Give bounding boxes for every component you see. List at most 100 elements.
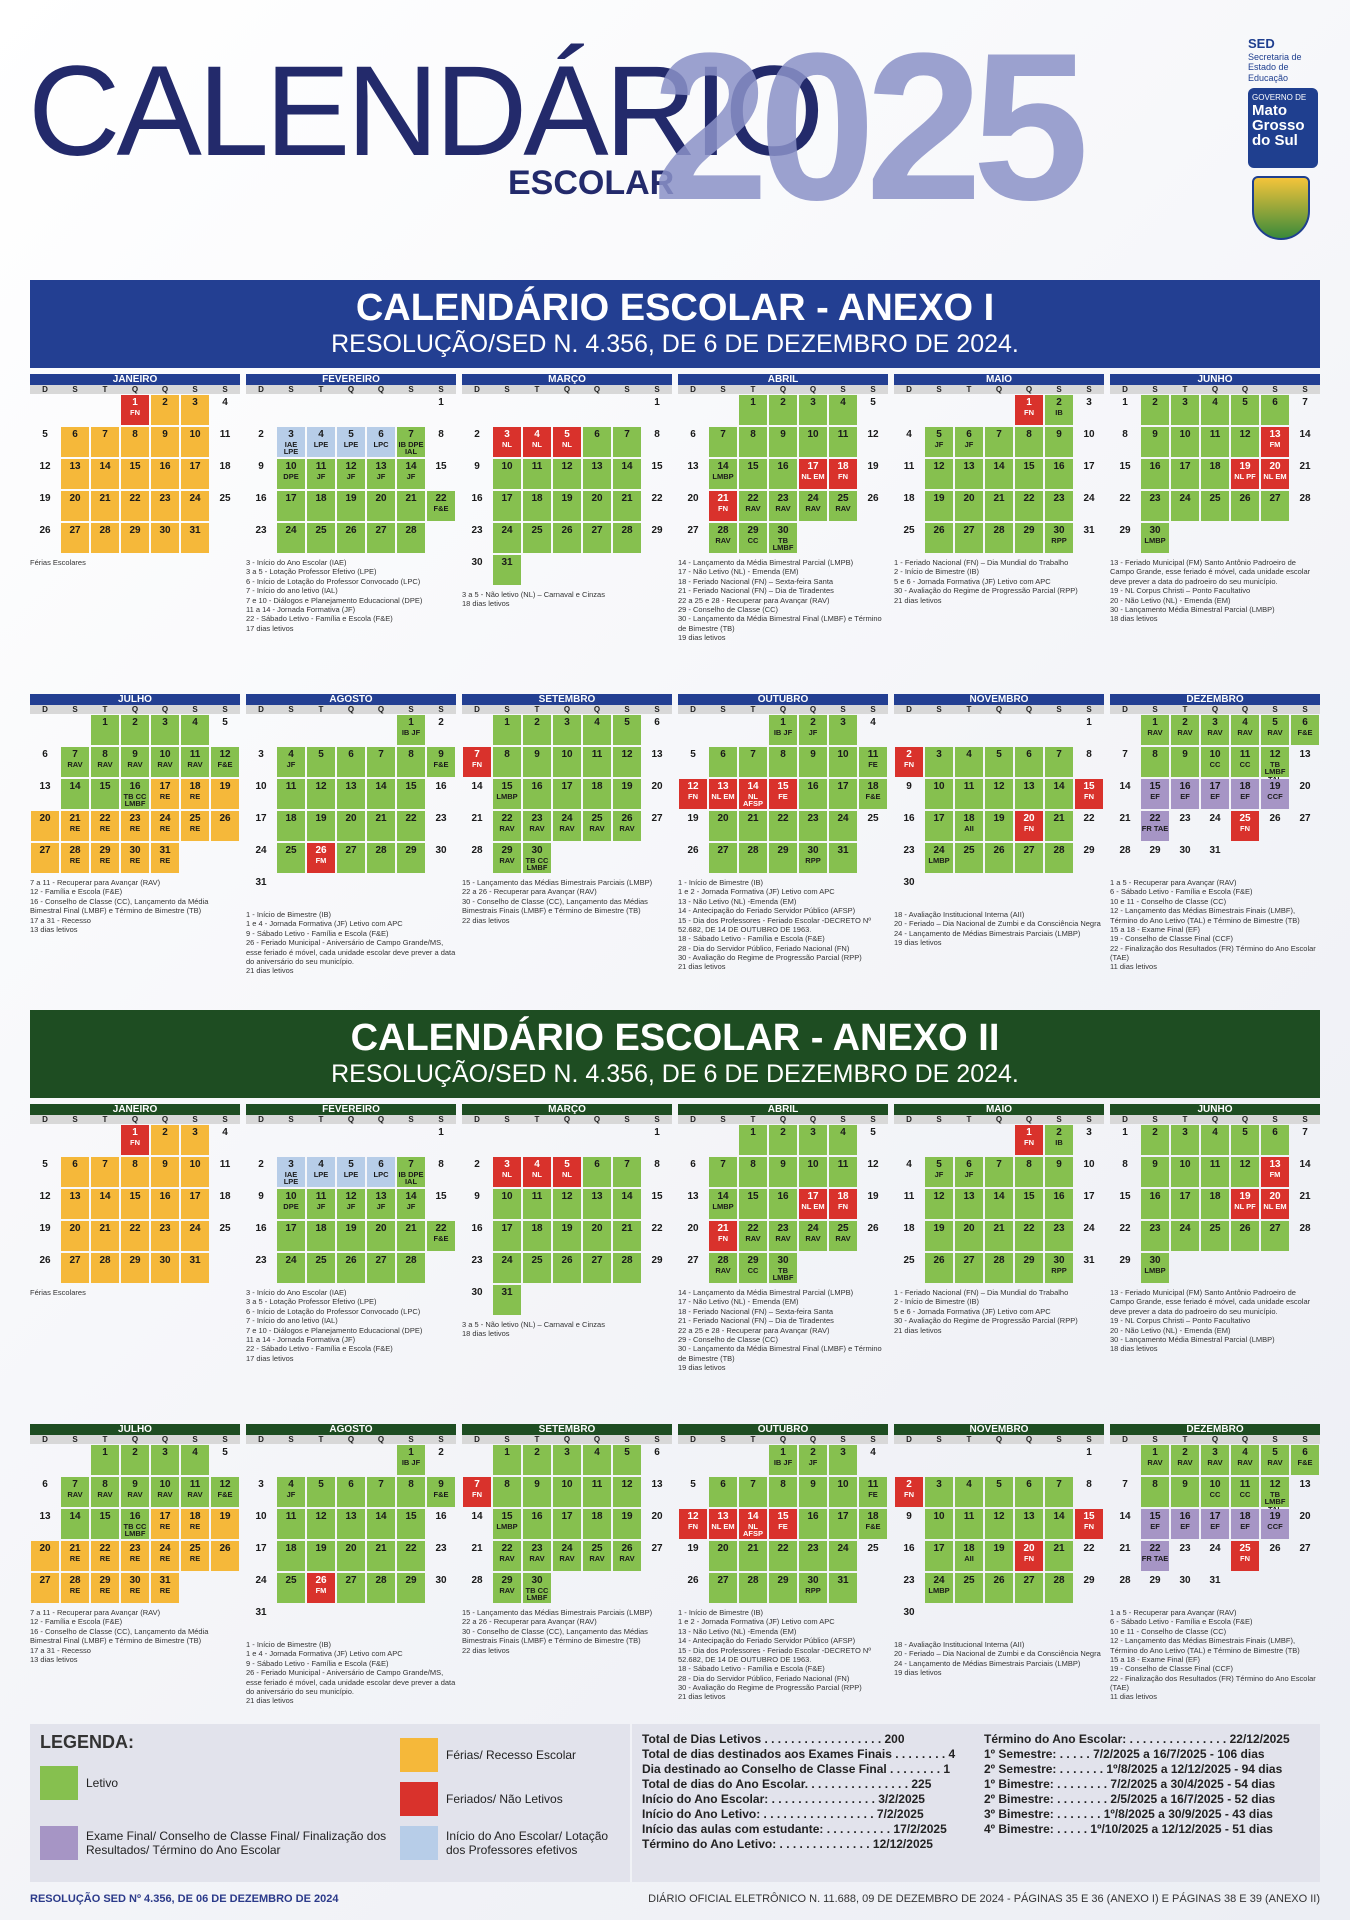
day-cell: 28: [471, 845, 483, 856]
day-code: RPP: [805, 855, 821, 865]
total-line: 2º Semestre: . . . . . . . 1º/8/2025 a 1…: [984, 1762, 1283, 1776]
annex2-month-title: NOVEMBRO: [894, 1424, 1104, 1435]
weekday-label: S: [624, 705, 630, 714]
day-cell: 5: [870, 397, 876, 408]
day-cell: 7: [985, 427, 1013, 457]
day-code: IB: [1055, 407, 1063, 417]
month-notes: 13 - Feriado Municipal (FM) Santo Antôni…: [1110, 558, 1311, 624]
day-cell: 16: [903, 813, 915, 824]
day-cell: 3: [181, 1125, 209, 1155]
day-cell: 15: [435, 461, 447, 472]
annex2-month-junho: JUNHO D S T Q Q S S 1 2 3 4 5 6 7 8 9 10 11 12 13 FM 14 15 16 17 1…: [1110, 1104, 1320, 1354]
day-cell: 20: [367, 1221, 395, 1251]
annex2-month-maio: MAIO D S T Q Q S S 1 FN 2 IB 3 4 5 JF 6 JF 7 8 9 10 11 12 13 14 15…: [894, 1104, 1104, 1335]
day-code: CC: [1239, 759, 1251, 769]
day-cell: 19: [307, 811, 335, 841]
day-cell: 14: [1119, 1511, 1131, 1522]
total-line: Início do Ano Letivo: . . . . . . . . . …: [642, 1807, 924, 1821]
day-cell: 12: [985, 1509, 1013, 1539]
weekday-label: D: [1122, 385, 1128, 394]
total-line: Início das aulas com estudante: . . . . …: [642, 1822, 947, 1836]
day-cell: 10: [181, 427, 209, 457]
day-cell: 9: [258, 461, 264, 472]
day-cell: 20 NL EM: [1261, 459, 1289, 489]
day-cell: 22 RAV: [493, 811, 521, 841]
weekday-label: T: [102, 1435, 108, 1444]
day-cell: 8: [121, 1157, 149, 1187]
title-calendario: CALENDÁRIO: [28, 40, 824, 183]
day-cell: 3: [799, 1125, 827, 1155]
day-cell: 19: [985, 811, 1013, 841]
day-cell: 5: [870, 1127, 876, 1138]
day-code: TB CC LMBF: [123, 1521, 147, 1539]
day-cell: 22: [1083, 813, 1095, 824]
day-cell: 4: [222, 397, 228, 408]
weekday-label: S: [870, 1435, 876, 1444]
day-cell: 18: [583, 1509, 611, 1539]
day-cell: 19: [307, 1541, 335, 1571]
day-cell: 11: [523, 459, 551, 489]
weekday-label: T: [750, 385, 756, 394]
day-cell: 30: [471, 557, 483, 568]
day-cell: 29: [769, 843, 797, 873]
empty-cell: [582, 1124, 612, 1156]
weekday-label: Q: [563, 1435, 571, 1444]
day-code: F&E: [433, 759, 449, 769]
day-cell: 11: [583, 747, 611, 777]
day-cell: 12 F&E: [211, 747, 239, 777]
day-code: LMBP: [712, 1201, 734, 1211]
day-cell: 16: [255, 1223, 267, 1234]
day-cell: 3: [553, 715, 581, 745]
empty-cell: [522, 394, 552, 426]
day-cell: 8: [397, 747, 425, 777]
day-cell: 20: [651, 781, 663, 792]
empty-cell: [246, 394, 276, 426]
day-cell: 30 TB CC LMBF: [523, 843, 551, 873]
day-cell: 11: [903, 461, 915, 472]
weekday-label: Q: [1241, 1435, 1249, 1444]
day-cell: 26: [39, 525, 51, 536]
day-code: RE: [189, 1521, 201, 1531]
legend-feriados: Feriados/ Não Letivos: [400, 1782, 625, 1816]
day-cell: 19: [687, 1543, 699, 1554]
day-code: EF: [1150, 791, 1160, 801]
weekday-label: S: [1086, 1115, 1092, 1124]
day-cell: 11 JF: [307, 459, 335, 489]
weekday-label: S: [504, 1115, 510, 1124]
day-cell: 2 RAV: [1171, 715, 1199, 745]
day-cell: 14: [91, 459, 119, 489]
day-cell: 21 RE: [61, 1541, 89, 1571]
day-grid: 1 2 3 4 5 6 7 FN 8 9 10 11 12 13 14 15 LMBP 16 17 18 19 20 21 2…: [462, 714, 672, 874]
day-cell: 31: [255, 877, 267, 888]
weekday-label: S: [654, 705, 660, 714]
weekday-label: Q: [593, 1435, 601, 1444]
day-code: FR TAE: [1141, 823, 1169, 833]
day-cell: 31: [1209, 1575, 1221, 1586]
day-cell: 2 RAV: [1171, 1445, 1199, 1475]
day-cell: 16 EF: [1171, 779, 1199, 809]
day-code: JF: [934, 439, 944, 449]
annex1-month-title: NOVEMBRO: [894, 694, 1104, 705]
day-cell: 17: [1083, 1191, 1095, 1202]
day-cell: 9: [151, 427, 179, 457]
annex1-month-novembro: NOVEMBRO D S T Q Q S S 1 2 FN 3 4 5 6 7 8 9 10 11 12 13 14 15 FN…: [894, 694, 1104, 948]
day-cell: 31: [181, 523, 209, 553]
day-cell: 28: [471, 1575, 483, 1586]
day-cell: 21: [985, 1221, 1013, 1251]
day-cell: 6 JF: [955, 1157, 983, 1187]
day-cell: 28: [91, 523, 119, 553]
day-cell: 4: [583, 1445, 611, 1475]
day-cell: 18: [1201, 1189, 1229, 1219]
day-code: F&E: [433, 1489, 449, 1499]
month-notes: 7 a 11 - Recuperar para Avançar (RAV) 12…: [30, 1608, 209, 1664]
day-cell: 26: [925, 1253, 953, 1283]
weekday-label: S: [504, 1435, 510, 1444]
day-cell: 25: [219, 493, 231, 504]
weekday-label: S: [870, 705, 876, 714]
weekday-label: D: [690, 1115, 696, 1124]
annex2-calendars: JANEIRO D S T Q Q S S 1 FN 2 3 4 5 6 7 8 9 10 11 12 13 14 15 16 1…: [30, 1104, 1320, 1716]
day-code: EF: [1210, 791, 1220, 801]
day-cell: 24 LMBP: [925, 843, 953, 873]
